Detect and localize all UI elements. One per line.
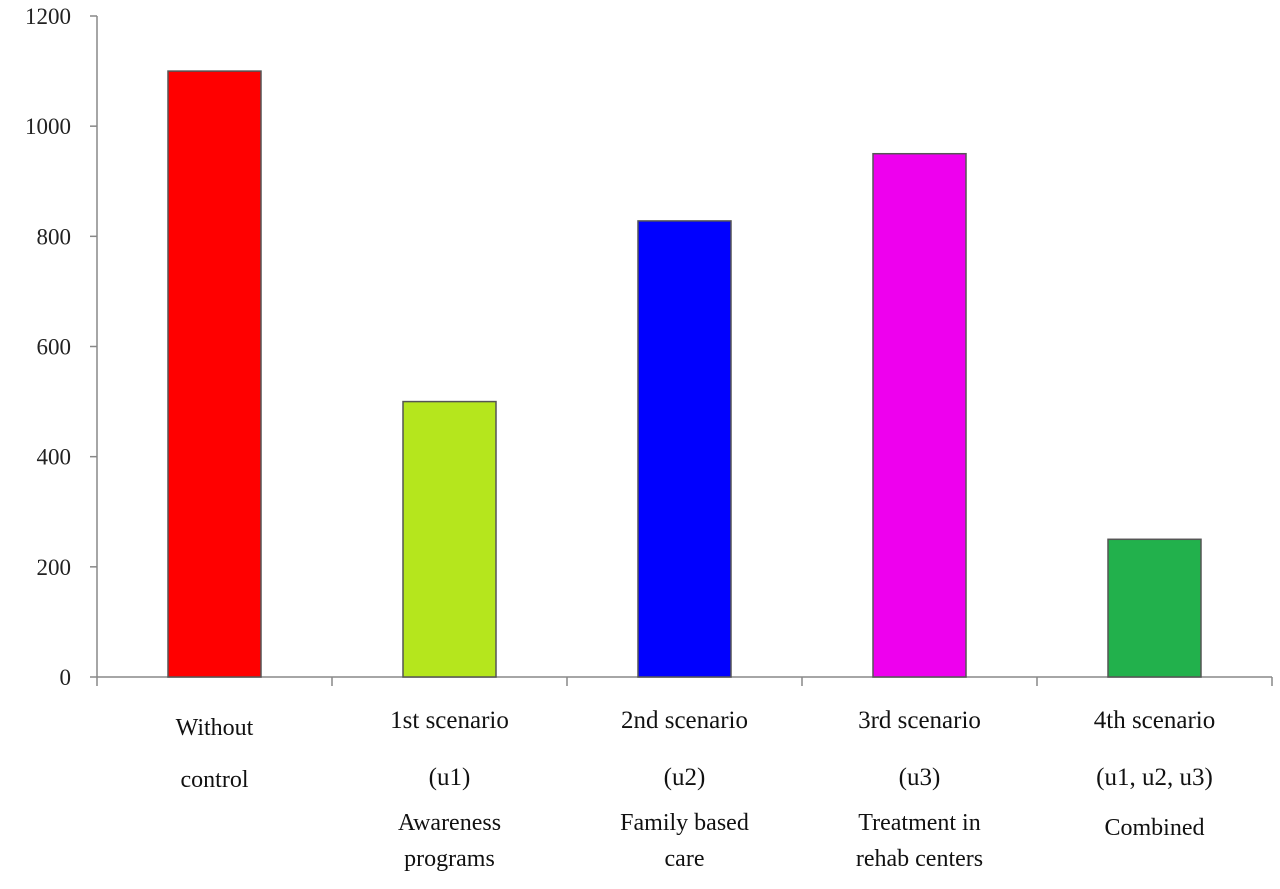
category-label-4-line-2: (u3) bbox=[899, 764, 941, 791]
y-tick-label: 800 bbox=[37, 224, 72, 249]
category-label-2-line-4: programs bbox=[404, 846, 495, 872]
bars bbox=[167, 70, 1202, 678]
category-labels: Without control 1st scenario (u1) Awareness p… bbox=[176, 707, 1216, 872]
y-tick-label: 1000 bbox=[25, 114, 71, 139]
category-label-2-line-2: (u1) bbox=[429, 764, 471, 791]
category-label-4-line-1: 3rd scenario bbox=[858, 707, 981, 734]
category-label-4-line-4: rehab centers bbox=[856, 846, 983, 872]
category-label-3-line-4: care bbox=[665, 846, 705, 872]
bar-1 bbox=[167, 70, 262, 678]
y-tick-label: 0 bbox=[60, 665, 72, 690]
y-tick-label: 400 bbox=[37, 445, 72, 470]
category-label-1-line-2: control bbox=[181, 767, 249, 793]
category-label-3-line-2: (u2) bbox=[664, 764, 706, 791]
y-axis: 0 200 400 600 800 1000 1200 bbox=[25, 4, 98, 690]
y-tick-label: 200 bbox=[37, 555, 72, 580]
category-label-5-line-3: Combined bbox=[1105, 815, 1205, 841]
category-label-3-line-1: 2nd scenario bbox=[621, 707, 748, 734]
category-label-2-line-1: 1st scenario bbox=[390, 707, 509, 734]
category-label-3-line-3: Family based bbox=[620, 810, 749, 836]
bar-4 bbox=[872, 152, 967, 678]
x-axis bbox=[96, 676, 1273, 686]
category-label-5-line-2: (u1, u2, u3) bbox=[1096, 764, 1213, 791]
bar-2 bbox=[402, 400, 497, 678]
category-label-2-line-3: Awareness bbox=[398, 810, 501, 836]
bar-5 bbox=[1107, 538, 1202, 678]
y-tick-label: 600 bbox=[37, 335, 72, 360]
category-label-1-line-1: Without bbox=[176, 715, 254, 741]
category-label-5-line-1: 4th scenario bbox=[1094, 707, 1215, 734]
category-label-4-line-3: Treatment in bbox=[858, 810, 980, 836]
y-tick-label: 1200 bbox=[25, 4, 71, 29]
bar-3 bbox=[637, 220, 732, 678]
